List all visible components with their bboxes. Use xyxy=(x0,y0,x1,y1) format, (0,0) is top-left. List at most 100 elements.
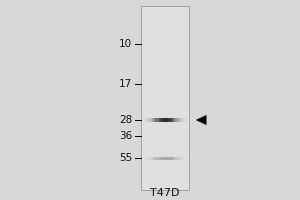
Bar xyxy=(143,156,144,160)
Bar xyxy=(146,118,147,122)
Bar xyxy=(180,118,181,122)
Bar xyxy=(185,156,186,160)
Text: T47D: T47D xyxy=(150,188,180,198)
Bar xyxy=(151,118,152,122)
Bar xyxy=(154,118,155,122)
Bar xyxy=(165,156,166,160)
Bar xyxy=(148,118,149,122)
Bar xyxy=(147,156,148,160)
Bar xyxy=(147,118,148,122)
Bar xyxy=(179,156,180,160)
Bar xyxy=(186,156,187,160)
Bar xyxy=(182,118,183,122)
Bar xyxy=(154,156,155,160)
Bar xyxy=(144,118,145,122)
Bar xyxy=(164,156,165,160)
Bar xyxy=(187,156,188,160)
Bar xyxy=(181,118,182,122)
Bar xyxy=(170,156,171,160)
Bar xyxy=(184,118,185,122)
Text: 28: 28 xyxy=(119,115,132,125)
Bar xyxy=(157,156,158,160)
Bar xyxy=(145,118,146,122)
Bar xyxy=(184,156,185,160)
Bar xyxy=(160,156,161,160)
Bar xyxy=(186,118,187,122)
Bar xyxy=(148,156,149,160)
Polygon shape xyxy=(196,116,206,124)
Bar xyxy=(143,118,144,122)
Bar xyxy=(171,118,172,122)
Bar xyxy=(155,156,156,160)
Bar xyxy=(162,156,163,160)
Bar xyxy=(178,118,179,122)
Bar xyxy=(171,156,172,160)
Bar xyxy=(149,156,150,160)
Bar xyxy=(153,156,154,160)
Bar xyxy=(145,156,146,160)
Bar xyxy=(142,156,143,160)
Bar xyxy=(161,118,162,122)
Bar xyxy=(151,156,152,160)
Bar xyxy=(163,156,164,160)
Text: 55: 55 xyxy=(119,153,132,163)
Bar xyxy=(168,156,169,160)
Bar xyxy=(157,118,158,122)
Bar xyxy=(149,118,150,122)
Text: 17: 17 xyxy=(119,79,132,89)
Text: 10: 10 xyxy=(119,39,132,49)
Bar xyxy=(168,118,169,122)
Bar xyxy=(158,156,159,160)
Bar xyxy=(174,156,175,160)
Bar xyxy=(163,118,164,122)
Bar xyxy=(187,118,188,122)
Bar xyxy=(168,118,169,122)
Bar xyxy=(150,118,151,122)
Bar xyxy=(153,118,154,122)
Bar xyxy=(144,156,145,160)
Bar xyxy=(176,156,177,160)
Bar xyxy=(161,156,162,160)
Bar xyxy=(159,118,160,122)
Bar xyxy=(173,156,174,160)
Bar xyxy=(158,156,159,160)
Bar xyxy=(141,6,189,190)
Bar xyxy=(175,156,176,160)
Bar xyxy=(165,118,166,122)
Bar xyxy=(172,156,173,160)
Bar xyxy=(173,118,174,122)
Bar xyxy=(156,118,157,122)
Bar xyxy=(166,118,167,122)
Bar xyxy=(159,156,160,160)
Bar xyxy=(169,118,170,122)
Bar xyxy=(180,156,181,160)
Bar xyxy=(176,118,177,122)
Bar xyxy=(167,118,168,122)
Text: 36: 36 xyxy=(119,131,132,141)
Bar xyxy=(178,156,179,160)
Bar xyxy=(183,156,184,160)
Bar xyxy=(156,156,157,160)
Bar xyxy=(158,118,159,122)
Bar xyxy=(152,156,153,160)
Bar xyxy=(146,156,147,160)
Bar xyxy=(155,118,156,122)
Bar xyxy=(168,156,169,160)
Bar xyxy=(167,156,168,160)
Bar xyxy=(177,156,178,160)
Bar xyxy=(174,118,175,122)
Bar xyxy=(162,118,163,122)
Bar xyxy=(160,118,161,122)
Bar xyxy=(177,118,178,122)
Bar xyxy=(170,118,171,122)
Bar xyxy=(169,156,170,160)
Bar xyxy=(185,118,186,122)
Bar xyxy=(183,118,184,122)
Bar xyxy=(142,118,143,122)
Bar xyxy=(150,156,151,160)
Bar xyxy=(175,118,176,122)
Bar xyxy=(158,118,159,122)
Bar xyxy=(152,118,153,122)
Bar xyxy=(172,118,173,122)
Bar xyxy=(166,156,167,160)
